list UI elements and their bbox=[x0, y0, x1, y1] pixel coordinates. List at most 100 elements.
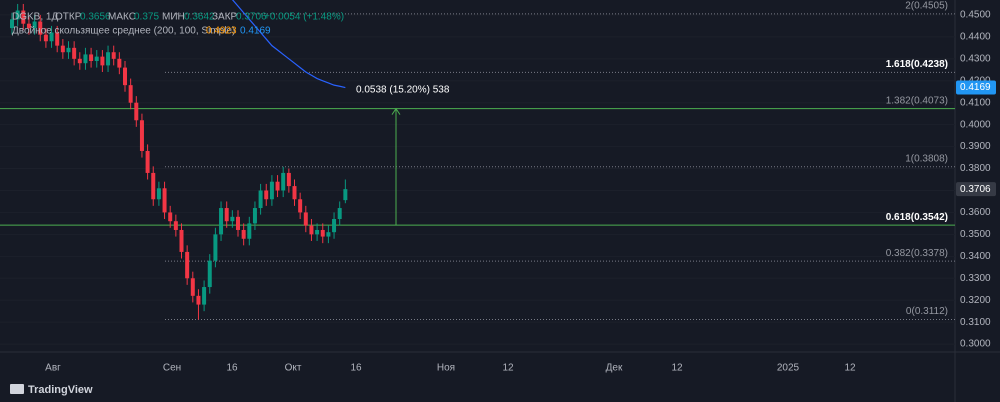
x-tick-label: Дек bbox=[606, 363, 623, 374]
candle-body bbox=[145, 150, 150, 173]
candle-body bbox=[111, 52, 116, 59]
logo bbox=[10, 384, 24, 394]
candle-body bbox=[38, 21, 43, 35]
candle-body bbox=[49, 32, 54, 42]
candle-body bbox=[162, 188, 167, 213]
fib-label: 0.382(0.3378) bbox=[886, 248, 948, 259]
x-tick-label: 2025 bbox=[777, 363, 800, 374]
x-tick-label: 16 bbox=[226, 363, 238, 374]
brand: TradingView bbox=[10, 384, 93, 396]
candle-body bbox=[202, 287, 207, 305]
candle-body bbox=[168, 212, 173, 222]
y-tick-label: 0.3600 bbox=[960, 207, 991, 218]
y-tick-label: 0.4000 bbox=[960, 119, 991, 130]
candle-body bbox=[156, 188, 161, 200]
legend-key: ОТКР bbox=[55, 12, 82, 23]
candle-body bbox=[264, 190, 269, 200]
candle-body bbox=[247, 223, 252, 239]
candle-body bbox=[281, 172, 286, 191]
fib-label: 1(0.3808) bbox=[905, 153, 948, 164]
candle-body bbox=[207, 260, 212, 288]
legend-value: 0.3706 bbox=[236, 12, 267, 23]
legend-value: 0.3656 bbox=[80, 12, 111, 23]
candle-body bbox=[315, 229, 320, 235]
x-tick-label: 12 bbox=[844, 363, 856, 374]
candle-body bbox=[309, 225, 314, 235]
candle-body bbox=[139, 120, 144, 151]
candle-body bbox=[134, 102, 139, 121]
candle-body bbox=[32, 21, 37, 29]
indicator: Двойное скользящее среднее (200, 100, Si… bbox=[12, 26, 235, 37]
candle-body bbox=[320, 229, 325, 237]
y-tick-label: 0.3500 bbox=[960, 229, 991, 240]
fib-label: 0(0.3112) bbox=[906, 306, 948, 317]
candle-body bbox=[43, 34, 48, 42]
fib-label: 2(0.4505) bbox=[905, 0, 948, 11]
measure-label: 0.0538 (15.20%) 538 bbox=[356, 85, 450, 96]
candle-body bbox=[292, 186, 297, 200]
candle-body bbox=[219, 208, 224, 235]
legend-key: МИН bbox=[162, 12, 185, 23]
fib-label: 1.382(0.4073) bbox=[886, 95, 948, 106]
fib-label: 0.618(0.3542) bbox=[886, 212, 948, 223]
legend-change: +0.0054 (+1.48%) bbox=[264, 12, 344, 23]
x-tick-label: Сен bbox=[163, 363, 181, 374]
y-tick-label: 0.3200 bbox=[960, 295, 991, 306]
candle-body bbox=[252, 208, 257, 224]
candle-body bbox=[123, 67, 127, 86]
ma-line bbox=[231, 0, 346, 89]
fib-label: 1.618(0.4238) bbox=[886, 59, 948, 70]
candle-body bbox=[230, 216, 235, 222]
candle-body bbox=[326, 232, 331, 237]
x-tick-label: 12 bbox=[502, 363, 514, 374]
candle-body bbox=[241, 229, 246, 239]
y-tick-label: 0.4100 bbox=[960, 97, 991, 108]
candle-body bbox=[190, 278, 195, 296]
legend-key: МАКС bbox=[108, 12, 136, 23]
candle-body bbox=[173, 221, 178, 230]
legend-value: 0.4923 bbox=[206, 26, 237, 37]
x-tick-label: Окт bbox=[285, 363, 302, 374]
candle-body bbox=[185, 251, 190, 279]
price-marker-label: 0.3706 bbox=[960, 184, 991, 195]
candle-body bbox=[15, 10, 20, 20]
candle-body bbox=[213, 234, 218, 261]
candle-body bbox=[55, 32, 60, 46]
y-tick-label: 0.3100 bbox=[960, 317, 991, 328]
candle-body bbox=[83, 54, 88, 64]
candle-body bbox=[236, 216, 240, 230]
candle-body bbox=[196, 295, 201, 305]
price-marker bbox=[956, 80, 996, 95]
y-tick-label: 0.4300 bbox=[960, 53, 991, 64]
x-tick-label: 16 bbox=[350, 363, 362, 374]
candle-body bbox=[298, 199, 303, 213]
y-tick-label: 0.4400 bbox=[960, 32, 991, 43]
y-tick-label: 0.3400 bbox=[960, 251, 991, 262]
candle-body bbox=[89, 54, 94, 62]
price-marker bbox=[956, 182, 996, 197]
candle-body bbox=[94, 56, 99, 62]
legend: DGKB, 1Д ОТКР 0.3656 МАКС 0.375 МИН 0.36… bbox=[12, 12, 344, 37]
y-tick-label: 0.3000 bbox=[960, 339, 991, 350]
legend-value: 0.4169 bbox=[240, 26, 271, 37]
arrow-head bbox=[391, 107, 401, 115]
candle-body bbox=[332, 219, 337, 233]
candle-body bbox=[303, 212, 308, 226]
candle-body bbox=[10, 19, 14, 29]
candle-body bbox=[66, 47, 71, 53]
candle-body bbox=[128, 85, 133, 103]
brand-name: TradingView bbox=[28, 384, 93, 396]
x-tick-label: Ноя bbox=[437, 363, 455, 374]
candle-body bbox=[77, 58, 82, 64]
x-tick-label: 12 bbox=[671, 363, 683, 374]
candle-body bbox=[72, 47, 77, 59]
symbol: DGKB, 1Д bbox=[12, 12, 58, 23]
y-tick-label: 0.3900 bbox=[960, 141, 991, 152]
candle-body bbox=[224, 208, 229, 222]
candle-body bbox=[275, 181, 280, 191]
x-tick-label: Авг bbox=[45, 363, 61, 374]
y-tick-label: 0.3800 bbox=[960, 163, 991, 174]
legend-value: 0.375 bbox=[134, 12, 159, 23]
